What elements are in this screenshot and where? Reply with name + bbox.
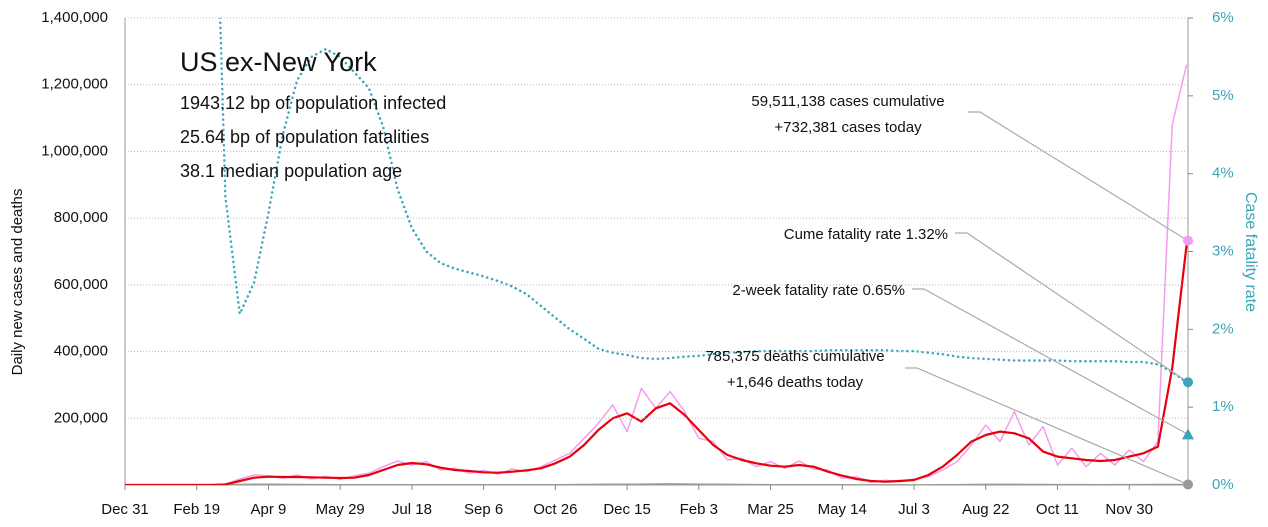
y2-tick-label: 1% (1212, 398, 1234, 415)
x-tick-label: Apr 9 (251, 501, 287, 518)
x-tick-label: Aug 22 (962, 501, 1010, 518)
y-tick-label: 400,000 (54, 343, 108, 360)
y2-tick-label: 3% (1212, 242, 1234, 259)
x-tick-label: Feb 19 (173, 501, 220, 518)
y2-tick-label: 6% (1212, 9, 1234, 26)
x-tick-label: Oct 26 (533, 501, 577, 518)
y-tick-label: 800,000 (54, 209, 108, 226)
x-tick-label: Jul 3 (898, 501, 930, 518)
x-tick-label: Oct 11 (1036, 501, 1079, 518)
series-line (125, 244, 1188, 485)
y2-tick-label: 5% (1212, 87, 1234, 104)
subtitle-line: 25.64 bp of population fatalities (180, 127, 429, 147)
y-tick-label: 200,000 (54, 409, 108, 426)
subtitle-line: 38.1 median population age (180, 161, 402, 181)
subtitle-line: 1943.12 bp of population infected (180, 93, 446, 113)
y-tick-label: 1,200,000 (41, 76, 108, 93)
y2-tick-label: 0% (1212, 476, 1234, 493)
y-tick-label: 1,400,000 (41, 9, 108, 26)
y-axis-label: Daily new cases and deaths (9, 189, 26, 376)
chart-title: US ex-New York (180, 47, 377, 77)
x-tick-label: Dec 15 (603, 501, 651, 518)
series-layer (125, 18, 1188, 485)
annotation-text: 59,511,138 cases cumulative (751, 93, 944, 110)
annotation-marker (1183, 479, 1193, 490)
x-tick-label: Sep 6 (464, 501, 503, 518)
y-tick-label: 1,000,000 (41, 142, 108, 159)
leader-line (912, 288, 1189, 435)
annotation-text: +1,646 deaths today (727, 374, 864, 391)
annotation-text: 2-week fatality rate 0.65% (732, 282, 905, 299)
annotation-marker (1183, 235, 1193, 246)
series-line (218, 18, 1188, 384)
y2-tick-label: 2% (1212, 320, 1234, 337)
y2-tick-label: 4% (1212, 165, 1234, 182)
leader-line (905, 367, 1189, 486)
annotation-text: 785,375 deaths cumulative (705, 348, 884, 365)
x-tick-label: Jul 18 (392, 501, 432, 518)
x-tick-label: Dec 31 (101, 501, 149, 518)
series-line (125, 483, 1187, 485)
x-tick-label: May 14 (818, 501, 867, 518)
annotation-text: +732,381 cases today (774, 119, 922, 136)
y2-axis-label: Case fatality rate (1242, 192, 1259, 312)
x-tick-label: Mar 25 (747, 501, 794, 518)
annotation-marker (1182, 428, 1194, 440)
x-tick-label: Feb 3 (680, 501, 718, 518)
leader-line (968, 111, 1189, 242)
x-tick-label: Nov 30 (1105, 501, 1153, 518)
x-tick-label: May 29 (316, 501, 365, 518)
annotation-text: Cume fatality rate 1.32% (784, 226, 948, 243)
leader-line (955, 232, 1189, 383)
annotation-marker (1183, 377, 1193, 388)
y-tick-label: 600,000 (54, 276, 108, 293)
